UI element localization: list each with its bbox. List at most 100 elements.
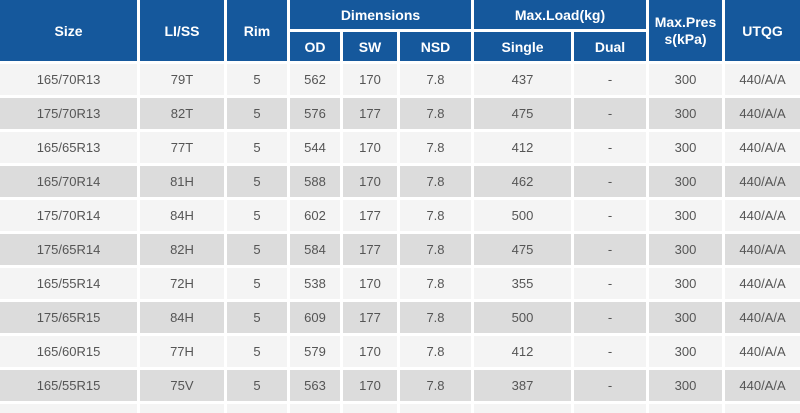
cell-empty [0, 404, 137, 413]
cell-max_press: 300 [649, 336, 723, 367]
column-header-utqg: UTQG [725, 0, 800, 61]
cell-nsd: 7.8 [400, 302, 471, 333]
cell-dual: - [574, 64, 647, 95]
cell-max_press: 300 [649, 370, 723, 401]
cell-rim: 5 [227, 200, 287, 231]
cell-nsd: 7.8 [400, 370, 471, 401]
cell-sw: 170 [343, 336, 397, 367]
cell-sw: 177 [343, 98, 397, 129]
table-row: 165/65R13 77T 5 544 170 7.8 412-300 440/A/A [0, 132, 800, 163]
cell-utqg: 440/A/A [725, 234, 800, 265]
cell-od: 576 [290, 98, 340, 129]
cell-li_ss: 84H [140, 302, 224, 333]
column-header-od: OD [290, 32, 340, 61]
cell-empty [649, 404, 723, 413]
cell-single: 437 [474, 64, 571, 95]
cell-od: 579 [290, 336, 340, 367]
cell-single: 412 [474, 336, 571, 367]
table-header: Size LI/SS Rim Dimensions Max.Load(kg) M… [0, 0, 800, 61]
cell-sw: 170 [343, 370, 397, 401]
cell-single: 412 [474, 132, 571, 163]
cell-rim: 5 [227, 302, 287, 333]
cell-empty [140, 404, 224, 413]
cell-single: 475 [474, 234, 571, 265]
cell-sw: 177 [343, 234, 397, 265]
cropped-partial-row [0, 404, 800, 413]
column-header-rim: Rim [227, 0, 287, 61]
cell-dual: - [574, 200, 647, 231]
cell-od: 609 [290, 302, 340, 333]
cell-sw: 177 [343, 302, 397, 333]
cell-nsd: 7.8 [400, 234, 471, 265]
cell-empty [574, 404, 647, 413]
cell-size: 165/60R15 [0, 336, 137, 367]
cell-utqg: 440/A/A [725, 200, 800, 231]
cell-utqg: 440/A/A [725, 336, 800, 367]
table-row: 175/65R15 84H 5 609 177 7.8 500-300 440/A/A [0, 302, 800, 333]
column-header-nsd: NSD [400, 32, 471, 61]
cell-rim: 5 [227, 98, 287, 129]
cell-li_ss: 79T [140, 64, 224, 95]
cell-max_press: 300 [649, 200, 723, 231]
table-row: 165/70R14 81H 5 588 170 7.8 462-300 440/A/A [0, 166, 800, 197]
cell-size: 165/70R13 [0, 64, 137, 95]
cell-empty [725, 404, 800, 413]
cell-sw: 170 [343, 268, 397, 299]
cell-nsd: 7.8 [400, 336, 471, 367]
cell-li_ss: 75V [140, 370, 224, 401]
cell-utqg: 440/A/A [725, 64, 800, 95]
cell-size: 175/65R15 [0, 302, 137, 333]
cell-empty [343, 404, 397, 413]
cell-single: 500 [474, 200, 571, 231]
cell-empty [227, 404, 287, 413]
cell-single: 500 [474, 302, 571, 333]
cell-sw: 177 [343, 200, 397, 231]
cell-rim: 5 [227, 268, 287, 299]
cell-max_press: 300 [649, 234, 723, 265]
cell-max_press: 300 [649, 98, 723, 129]
cell-single: 475 [474, 98, 571, 129]
cell-rim: 5 [227, 336, 287, 367]
cell-nsd: 7.8 [400, 132, 471, 163]
cell-nsd: 7.8 [400, 268, 471, 299]
column-group-max-load: Max.Load(kg) [474, 0, 647, 29]
cell-sw: 170 [343, 64, 397, 95]
cell-rim: 5 [227, 64, 287, 95]
cell-rim: 5 [227, 370, 287, 401]
cell-dual: - [574, 166, 647, 197]
table-row: 165/55R15 75V 5 563 170 7.8 387-300 440/A/A [0, 370, 800, 401]
cell-li_ss: 82T [140, 98, 224, 129]
table-row: 165/70R13 79T 5 562 170 7.8 437-300 440/A/A [0, 64, 800, 95]
cell-max_press: 300 [649, 268, 723, 299]
cell-max_press: 300 [649, 302, 723, 333]
column-header-dual: Dual [574, 32, 647, 61]
table-body: 165/70R13 79T 5 562 170 7.8 437-300 440/A/A 175/… [0, 64, 800, 413]
column-header-size: Size [0, 0, 137, 61]
cell-max_press: 300 [649, 64, 723, 95]
column-header-sw: SW [343, 32, 397, 61]
table-row: 175/65R14 82H 5 584 177 7.8 475-300 440/A/A [0, 234, 800, 265]
cell-utqg: 440/A/A [725, 98, 800, 129]
cell-dual: - [574, 302, 647, 333]
cell-size: 175/70R13 [0, 98, 137, 129]
cell-od: 544 [290, 132, 340, 163]
cell-rim: 5 [227, 166, 287, 197]
column-header-li-ss: LI/SS [140, 0, 224, 61]
table-row: 175/70R14 84H 5 602 177 7.8 500-300 440/A/A [0, 200, 800, 231]
cell-sw: 170 [343, 166, 397, 197]
cell-dual: - [574, 98, 647, 129]
cell-nsd: 7.8 [400, 166, 471, 197]
cell-size: 175/70R14 [0, 200, 137, 231]
table-row: 165/60R15 77H 5 579 170 7.8 412-300 440/A/A [0, 336, 800, 367]
cell-utqg: 440/A/A [725, 370, 800, 401]
cell-od: 588 [290, 166, 340, 197]
cell-utqg: 440/A/A [725, 132, 800, 163]
cell-li_ss: 77H [140, 336, 224, 367]
cell-single: 355 [474, 268, 571, 299]
cell-dual: - [574, 370, 647, 401]
cell-size: 165/70R14 [0, 166, 137, 197]
cell-nsd: 7.8 [400, 200, 471, 231]
cell-max_press: 300 [649, 132, 723, 163]
